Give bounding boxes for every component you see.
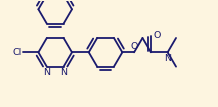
Text: N: N (164, 54, 171, 63)
Text: N: N (60, 68, 67, 77)
Text: O: O (153, 31, 161, 40)
Text: N: N (43, 68, 50, 77)
Text: Cl: Cl (12, 48, 21, 57)
Text: O: O (130, 42, 138, 51)
